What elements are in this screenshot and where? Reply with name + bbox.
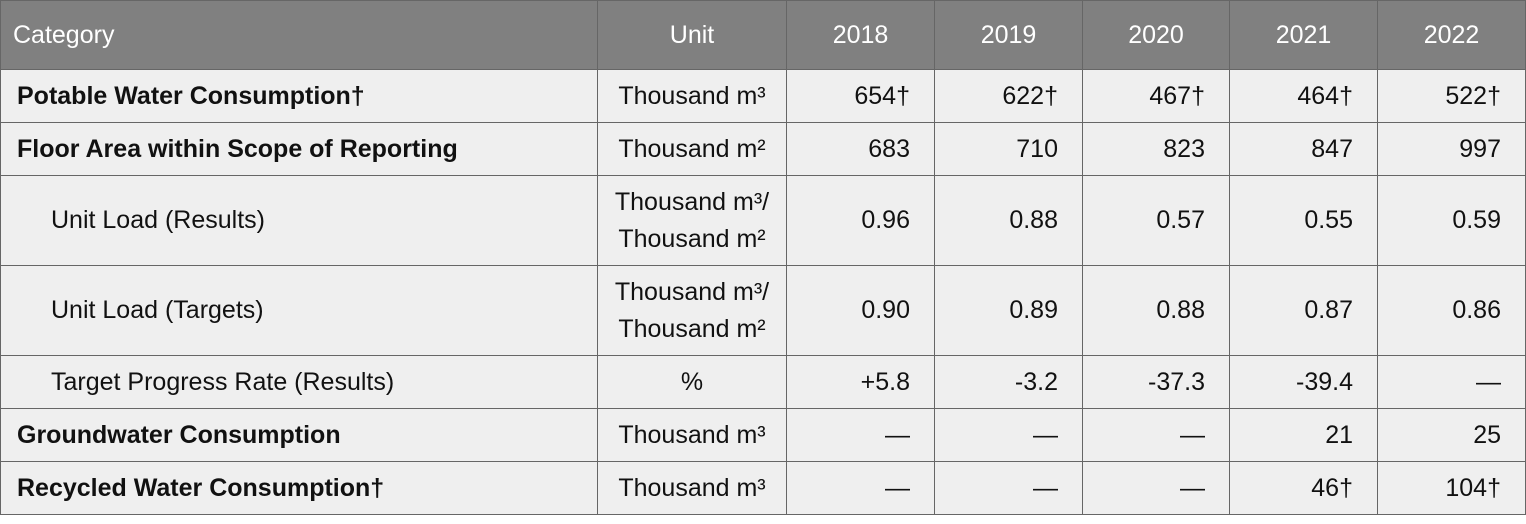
value-cell: 464† [1229, 69, 1378, 123]
value-cell: 46† [1229, 461, 1378, 515]
category-cell: Groundwater Consumption [0, 408, 598, 462]
value-cell: 104† [1377, 461, 1526, 515]
value-cell: 0.59 [1377, 175, 1526, 266]
value-cell: — [1082, 461, 1230, 515]
header-row: Category Unit 2018 2019 2020 2021 2022 [0, 0, 1526, 70]
value-cell: 0.88 [1082, 265, 1230, 356]
header-cell: 2020 [1082, 0, 1230, 70]
value-cell: — [934, 408, 1083, 462]
category-cell: Recycled Water Consumption† [0, 461, 598, 515]
header-cell: 2021 [1229, 0, 1378, 70]
header-cell: 2018 [786, 0, 935, 70]
value-cell: 0.88 [934, 175, 1083, 266]
category-cell: Floor Area within Scope of Reporting [0, 122, 598, 176]
value-cell: 21 [1229, 408, 1378, 462]
table-row: Unit Load (Results) Thousand m³/ Thousand… [0, 175, 1526, 266]
header-cell: 2022 [1377, 0, 1526, 70]
category-cell: Unit Load (Results) [0, 175, 598, 266]
table-row: Groundwater Consumption Thousand m³ — — —21 2… [0, 408, 1526, 462]
value-cell: 25 [1377, 408, 1526, 462]
unit-cell: % [597, 355, 787, 409]
value-cell: 997 [1377, 122, 1526, 176]
unit-cell: Thousand m³ [597, 69, 787, 123]
table-row: Floor Area within Scope of Reporting Thou… [0, 122, 1526, 176]
unit-cell: Thousand m³ [597, 461, 787, 515]
value-cell: 467† [1082, 69, 1230, 123]
unit-cell: Thousand m³/ Thousand m² [597, 175, 787, 266]
header-cell: Unit [597, 0, 787, 70]
table-row: Recycled Water Consumption† Thousand m³ — —… [0, 461, 1526, 515]
value-cell: 0.90 [786, 265, 935, 356]
value-cell: 622† [934, 69, 1083, 123]
table-row: Target Progress Rate (Results)% +5.8 -3.2-… [0, 355, 1526, 409]
header-cell: Category [0, 0, 598, 70]
header-cell: 2019 [934, 0, 1083, 70]
category-cell: Potable Water Consumption† [0, 69, 598, 123]
category-cell: Target Progress Rate (Results) [0, 355, 598, 409]
value-cell: — [934, 461, 1083, 515]
unit-cell: Thousand m³ [597, 408, 787, 462]
category-cell: Unit Load (Targets) [0, 265, 598, 356]
value-cell: +5.8 [786, 355, 935, 409]
unit-cell: Thousand m² [597, 122, 787, 176]
value-cell: 683 [786, 122, 935, 176]
table-row: Unit Load (Targets) Thousand m³/ Thousand… [0, 265, 1526, 356]
value-cell: -39.4 [1229, 355, 1378, 409]
value-cell: 654† [786, 69, 935, 123]
value-cell: 710 [934, 122, 1083, 176]
value-cell: 0.55 [1229, 175, 1378, 266]
value-cell: — [786, 461, 935, 515]
value-cell: 823 [1082, 122, 1230, 176]
value-cell: 0.87 [1229, 265, 1378, 356]
value-cell: -3.2 [934, 355, 1083, 409]
value-cell: 0.86 [1377, 265, 1526, 356]
value-cell: 0.96 [786, 175, 935, 266]
value-cell: 847 [1229, 122, 1378, 176]
value-cell: — [1082, 408, 1230, 462]
value-cell: — [1377, 355, 1526, 409]
value-cell: 522† [1377, 69, 1526, 123]
unit-cell: Thousand m³/ Thousand m² [597, 265, 787, 356]
table-row: Potable Water Consumption† Thousand m³ 654… [0, 69, 1526, 123]
value-cell: 0.57 [1082, 175, 1230, 266]
value-cell: -37.3 [1082, 355, 1230, 409]
value-cell: 0.89 [934, 265, 1083, 356]
value-cell: — [786, 408, 935, 462]
